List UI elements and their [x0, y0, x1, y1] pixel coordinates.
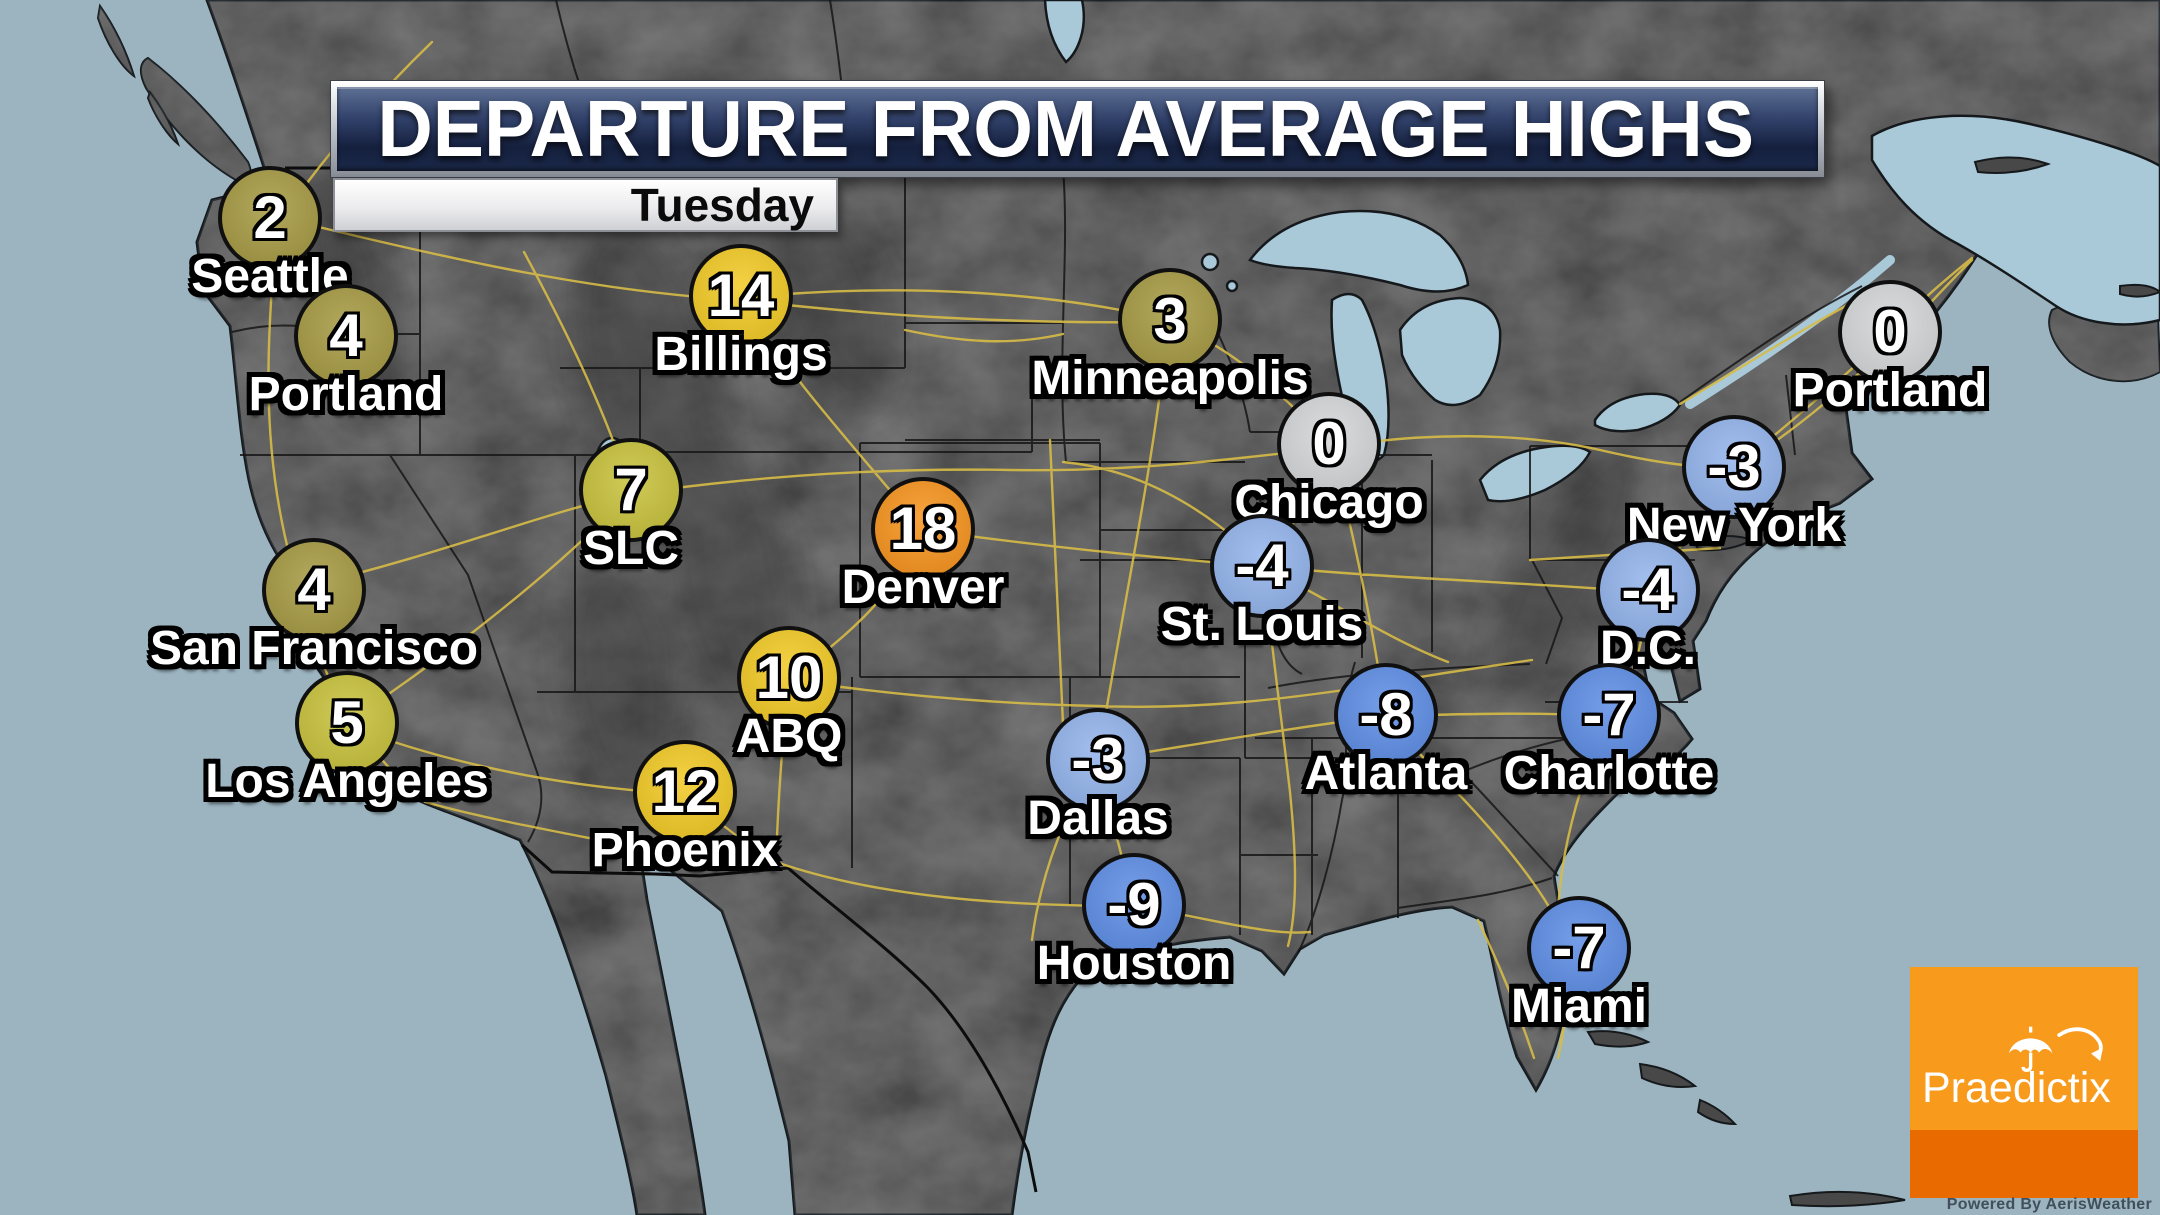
departure-value: -9: [1107, 871, 1161, 938]
departure-value-circle: 18: [871, 477, 975, 581]
departure-value: 0: [1873, 298, 1907, 365]
departure-value-circle: 5: [295, 671, 399, 775]
departure-value-circle: -9: [1082, 853, 1186, 957]
city-label: Portland: [1792, 364, 1988, 417]
day-banner: Tuesday: [333, 178, 838, 232]
departure-value-circle: 4: [262, 538, 366, 642]
departure-value-circle: -8: [1334, 663, 1438, 767]
departure-value-circle: 3: [1118, 268, 1222, 372]
departure-value-circle: -7: [1557, 663, 1661, 767]
city-label: Houston: [1036, 937, 1232, 990]
departure-value-circle: -3: [1682, 415, 1786, 519]
departure-value-circle: 0: [1838, 280, 1942, 384]
umbrella-icon: [2008, 1026, 2103, 1072]
city-label: Atlanta: [1304, 747, 1468, 800]
logo-wordmark: Praedictix: [1922, 1064, 2111, 1112]
title-banner: DEPARTURE FROM AVERAGE HIGHS: [330, 80, 1825, 178]
title-banner-inner: DEPARTURE FROM AVERAGE HIGHS: [337, 84, 1818, 173]
departure-value: 14: [707, 262, 775, 329]
page-title: DEPARTURE FROM AVERAGE HIGHS: [377, 84, 1755, 173]
departure-value: -7: [1582, 681, 1636, 748]
departure-value: 3: [1153, 286, 1187, 353]
departure-value-circle: 14: [689, 244, 793, 348]
city-label: Dallas: [1027, 792, 1169, 845]
departure-value: 7: [614, 456, 648, 523]
departure-value: -3: [1071, 726, 1125, 793]
departure-value-circle: 10: [737, 626, 841, 730]
departure-value-circle: 12: [633, 740, 737, 844]
departure-value-circle: 4: [294, 284, 398, 388]
departure-value-circle: 0: [1277, 392, 1381, 496]
departure-value-circle: -3: [1046, 708, 1150, 812]
praedictix-logo: Praedictix: [1910, 967, 2138, 1198]
departure-value-circle: -4: [1210, 514, 1314, 618]
departure-value: 0: [1312, 410, 1346, 477]
city-label: Phoenix: [591, 824, 779, 877]
great-lakes: [256, 0, 2160, 503]
departure-value: 5: [330, 689, 364, 756]
city-label: San Francisco: [149, 622, 479, 675]
departure-value: -7: [1552, 914, 1606, 981]
departure-value-circle: -4: [1596, 538, 1700, 642]
city-label: Denver: [841, 561, 1005, 614]
logo-bottom-stripe: [1910, 1130, 2138, 1198]
city-label: Miami: [1510, 980, 1648, 1033]
small-islands: [1586, 156, 2160, 1208]
city-label: St. Louis: [1160, 598, 1364, 651]
departure-value: -4: [1235, 532, 1289, 599]
day-label: Tuesday: [630, 179, 814, 231]
city-label: SLC: [583, 522, 679, 575]
departure-value: 2: [253, 184, 287, 251]
attribution-text: Powered By AerisWeather: [1946, 1196, 2152, 1213]
departure-value: 12: [651, 758, 719, 825]
city-label: Minneapolis: [1031, 352, 1309, 405]
city-label: Billings: [654, 328, 828, 381]
city-label: Charlotte: [1503, 747, 1715, 800]
city-label: ABQ: [735, 710, 843, 763]
departure-value: -3: [1707, 433, 1761, 500]
city-label: Los Angeles: [205, 755, 489, 808]
city-label: Portland: [248, 368, 444, 421]
departure-value-circle: 7: [579, 438, 683, 542]
departure-value: 4: [297, 556, 331, 623]
departure-value: 18: [889, 495, 957, 562]
departure-value: 10: [755, 644, 823, 711]
departure-value: 4: [329, 302, 363, 369]
departure-value: -4: [1621, 556, 1675, 623]
departure-value: -8: [1359, 681, 1413, 748]
departure-value-circle: 2: [218, 166, 322, 270]
departure-value-circle: -7: [1527, 896, 1631, 1000]
